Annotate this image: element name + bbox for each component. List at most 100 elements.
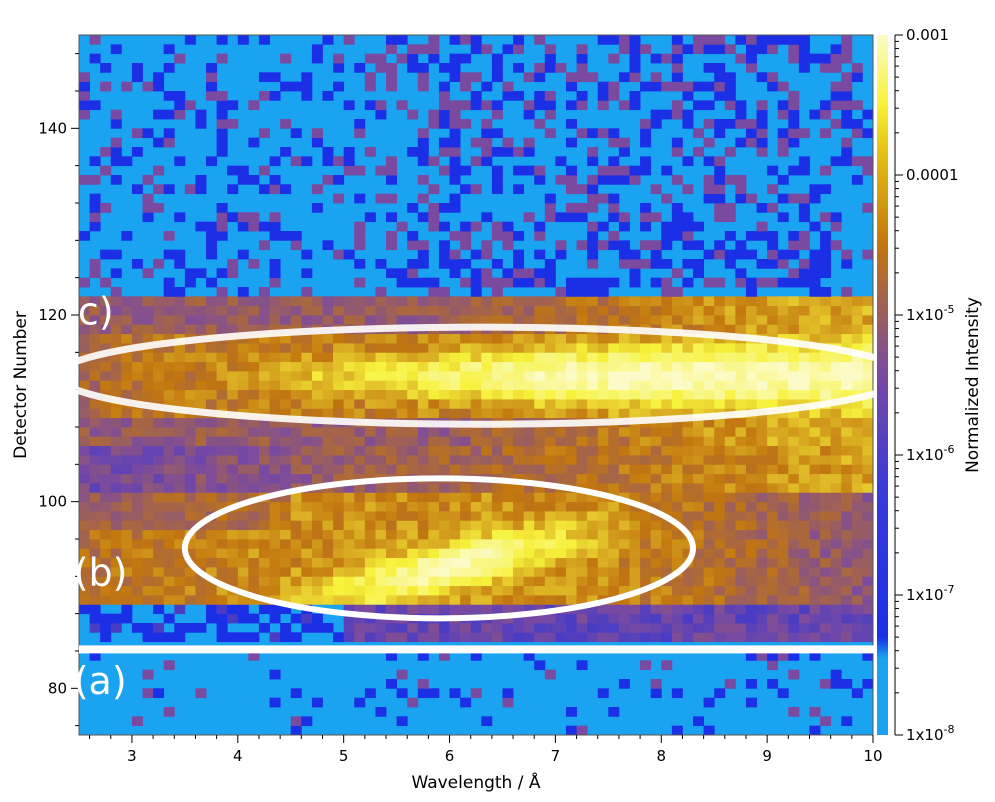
- heatmap-cell: [608, 408, 620, 419]
- heatmap-cell: [153, 623, 165, 633]
- heatmap-cell: [798, 333, 810, 344]
- heatmap-cell: [523, 595, 535, 605]
- heatmap-cell: [386, 44, 397, 55]
- heatmap-cell: [671, 492, 683, 503]
- heatmap-cell: [629, 165, 641, 176]
- heatmap-cell: [396, 445, 408, 456]
- heatmap-cell: [661, 585, 673, 596]
- heatmap-cell: [724, 501, 736, 512]
- heatmap-cell: [396, 492, 408, 503]
- heatmap-cell: [597, 221, 609, 232]
- heatmap-cell: [555, 520, 567, 531]
- heatmap-cell: [862, 371, 873, 381]
- heatmap-cell: [618, 548, 630, 559]
- heatmap-cell: [89, 408, 101, 419]
- heatmap-cell: [280, 352, 292, 363]
- heatmap-cell: [131, 380, 143, 391]
- heatmap-cell: [216, 53, 228, 64]
- heatmap-cell: [428, 604, 440, 615]
- heatmap-cell: [830, 240, 842, 251]
- heatmap-cell: [163, 576, 175, 587]
- heatmap-cell: [364, 688, 376, 699]
- heatmap-cell: [693, 343, 705, 353]
- heatmap-cell: [555, 464, 567, 475]
- heatmap-cell: [629, 63, 641, 73]
- heatmap-cell: [195, 361, 207, 372]
- heatmap-cell: [544, 352, 556, 363]
- heatmap-cell: [629, 464, 641, 475]
- heatmap-cell: [110, 296, 122, 307]
- heatmap-cell: [258, 240, 270, 251]
- heatmap-cell: [280, 343, 292, 353]
- heatmap-cell: [661, 109, 673, 120]
- heatmap-cell: [142, 361, 154, 372]
- heatmap-cell: [809, 361, 821, 372]
- heatmap-cell: [153, 511, 165, 521]
- heatmap-cell: [650, 548, 662, 559]
- heatmap-cell: [269, 548, 281, 559]
- heatmap-cell: [693, 427, 705, 437]
- heatmap-cell: [502, 371, 514, 381]
- heatmap-cell: [89, 324, 101, 335]
- heatmap-cell: [629, 473, 641, 484]
- heatmap-cell: [777, 557, 789, 568]
- heatmap-cell: [767, 371, 779, 381]
- heatmap-cell: [661, 296, 673, 307]
- heatmap-cell: [841, 156, 853, 167]
- x-tick-label: 8: [656, 747, 666, 765]
- heatmap-cell: [428, 501, 440, 512]
- heatmap-cell: [587, 455, 599, 465]
- heatmap-cell: [703, 81, 715, 92]
- heatmap-cell: [618, 35, 630, 45]
- heatmap-cell: [280, 231, 292, 241]
- heatmap-cell: [767, 473, 779, 484]
- heatmap-cell: [407, 501, 419, 512]
- heatmap-cell: [534, 585, 546, 596]
- heatmap-cell: [671, 511, 683, 521]
- heatmap-cell: [407, 539, 419, 549]
- heatmap-cell: [555, 287, 567, 297]
- heatmap-cell: [386, 81, 397, 92]
- heatmap-cell: [544, 473, 556, 484]
- heatmap-cell: [756, 576, 768, 587]
- heatmap-cell: [258, 576, 270, 587]
- heatmap-cell: [491, 389, 503, 400]
- heatmap-cell: [629, 333, 641, 344]
- heatmap-cell: [735, 175, 747, 185]
- heatmap-cell: [269, 389, 281, 400]
- heatmap-cell: [735, 511, 747, 521]
- heatmap-cell: [333, 557, 345, 568]
- heatmap-cell: [650, 436, 662, 447]
- heatmap-cell: [375, 100, 387, 111]
- heatmap-cell: [174, 324, 186, 335]
- heatmap-cell: [216, 147, 228, 157]
- heatmap-cell: [290, 511, 302, 521]
- heatmap-cell: [248, 380, 260, 391]
- heatmap-cell: [809, 464, 821, 475]
- heatmap-cell: [777, 249, 789, 260]
- heatmap-cell: [121, 445, 133, 456]
- heatmap-cell: [142, 296, 154, 307]
- heatmap-cell: [587, 464, 599, 475]
- heatmap-cell: [714, 212, 726, 223]
- heatmap-cell: [513, 268, 525, 279]
- heatmap-cell: [714, 623, 726, 633]
- heatmap-cell: [407, 455, 419, 465]
- heatmap-cell: [258, 296, 270, 307]
- heatmap-cell: [767, 35, 779, 45]
- heatmap-cell: [333, 352, 345, 363]
- heatmap-cell: [121, 455, 133, 465]
- heatmap-cell: [375, 492, 387, 503]
- heatmap-cell: [513, 35, 525, 45]
- heatmap-cell: [354, 473, 366, 484]
- heatmap-cell: [206, 72, 218, 83]
- heatmap-cell: [153, 184, 165, 195]
- heatmap-cell: [206, 315, 218, 325]
- heatmap-cell: [809, 296, 821, 307]
- heatmap-cell: [671, 389, 683, 400]
- heatmap-cell: [417, 427, 429, 437]
- heatmap-cell: [703, 725, 715, 735]
- heatmap-cell: [311, 53, 323, 64]
- heatmap-cell: [110, 109, 122, 120]
- heatmap-cell: [682, 81, 694, 92]
